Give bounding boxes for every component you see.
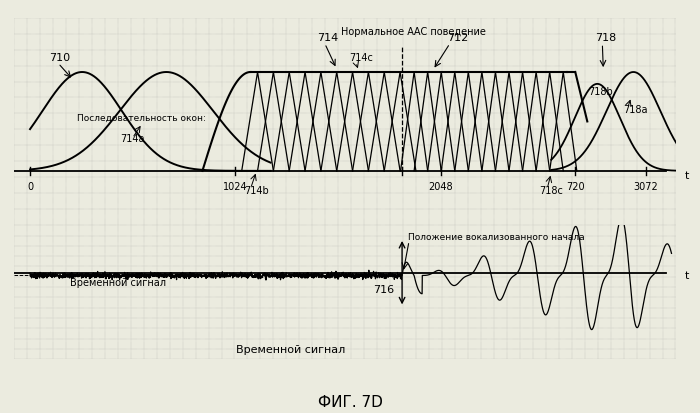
Text: Последовательность окон:: Последовательность окон: [77, 113, 206, 122]
Text: 2048: 2048 [428, 181, 453, 191]
Text: 714a: 714a [120, 134, 145, 144]
Text: 3072: 3072 [634, 181, 658, 191]
Text: 718a: 718a [624, 104, 648, 114]
Text: Нормальное ААС поведение: Нормальное ААС поведение [341, 27, 486, 37]
Text: 714b: 714b [244, 185, 270, 195]
Text: 712: 712 [447, 33, 468, 43]
Text: 714: 714 [316, 33, 338, 43]
Text: Положение вокализованного начала: Положение вокализованного начала [408, 233, 584, 242]
Text: ФИГ. 7D: ФИГ. 7D [318, 394, 382, 409]
Text: 716: 716 [373, 285, 394, 294]
Text: 0: 0 [27, 181, 33, 191]
Text: 710: 710 [49, 53, 70, 63]
Text: 714c: 714c [349, 53, 372, 63]
Text: t: t [685, 271, 689, 281]
Text: 718b: 718b [588, 87, 613, 97]
Text: Временной сигнал: Временной сигнал [236, 344, 345, 354]
Text: Временной сигнал: Временной сигнал [70, 277, 166, 287]
Text: 718c: 718c [539, 185, 563, 195]
Text: 718: 718 [595, 33, 617, 43]
Text: t: t [685, 171, 689, 180]
Text: 1024: 1024 [223, 181, 248, 191]
Text: 720: 720 [566, 181, 584, 191]
